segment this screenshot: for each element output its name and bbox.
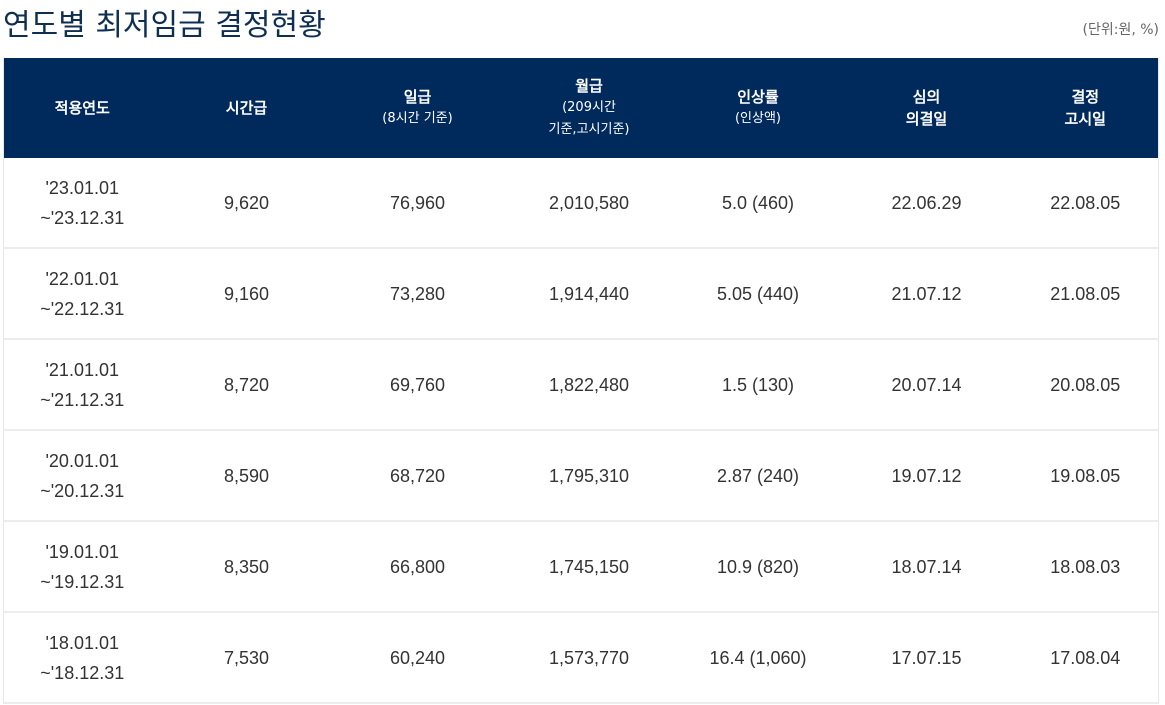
cell-resolution-date: 18.07.14 bbox=[840, 521, 1013, 613]
table-row: '19.01.01 ~'19.12.31 8,350 66,800 1,745,… bbox=[3, 521, 1159, 613]
cell-hourly: 8,590 bbox=[160, 430, 333, 522]
table-row: '20.01.01 ~'20.12.31 8,590 68,720 1,795,… bbox=[3, 430, 1159, 522]
column-header-resolution-date: 심의 의결일 bbox=[840, 58, 1013, 158]
cell-daily: 73,280 bbox=[332, 248, 503, 340]
table-header: 적용연도 시간급 일급 (8시간 기준) 월급 (209시간 기준,고시기준) … bbox=[3, 58, 1159, 158]
column-header-hourly: 시간급 bbox=[160, 58, 333, 158]
cell-hourly: 9,620 bbox=[160, 158, 333, 249]
column-header-increase: 인상률 (인상액) bbox=[675, 58, 841, 158]
cell-hourly: 7,530 bbox=[160, 612, 333, 704]
cell-monthly: 1,822,480 bbox=[502, 339, 676, 431]
header-row: 적용연도 시간급 일급 (8시간 기준) 월급 (209시간 기준,고시기준) … bbox=[3, 58, 1159, 158]
cell-notice-date: 17.08.04 bbox=[1012, 612, 1159, 704]
cell-period: '23.01.01 ~'23.12.31 bbox=[3, 158, 161, 249]
cell-daily: 69,760 bbox=[332, 339, 503, 431]
cell-resolution-date: 17.07.15 bbox=[840, 612, 1013, 704]
cell-increase: 5.0 (460) bbox=[675, 158, 841, 249]
cell-notice-date: 18.08.03 bbox=[1012, 521, 1159, 613]
cell-notice-date: 22.08.05 bbox=[1012, 158, 1159, 249]
cell-hourly: 8,350 bbox=[160, 521, 333, 613]
cell-increase: 10.9 (820) bbox=[675, 521, 841, 613]
cell-daily: 66,800 bbox=[332, 521, 503, 613]
minimum-wage-table: 적용연도 시간급 일급 (8시간 기준) 월급 (209시간 기준,고시기준) … bbox=[3, 58, 1159, 704]
cell-hourly: 9,160 bbox=[160, 248, 333, 340]
table-row: '21.01.01 ~'21.12.31 8,720 69,760 1,822,… bbox=[3, 339, 1159, 431]
column-header-daily: 일급 (8시간 기준) bbox=[332, 58, 503, 158]
cell-notice-date: 20.08.05 bbox=[1012, 339, 1159, 431]
cell-period: '19.01.01 ~'19.12.31 bbox=[3, 521, 161, 613]
cell-period: '20.01.01 ~'20.12.31 bbox=[3, 430, 161, 522]
table-row: '23.01.01 ~'23.12.31 9,620 76,960 2,010,… bbox=[3, 158, 1159, 249]
title-bar: 연도별 최저임금 결정현황 (단위:원, %) bbox=[0, 0, 1165, 58]
column-header-notice-date: 결정 고시일 bbox=[1012, 58, 1159, 158]
page-title: 연도별 최저임금 결정현황 bbox=[3, 8, 326, 43]
cell-resolution-date: 19.07.12 bbox=[840, 430, 1013, 522]
cell-daily: 60,240 bbox=[332, 612, 503, 704]
cell-increase: 1.5 (130) bbox=[675, 339, 841, 431]
cell-period: '18.01.01 ~'18.12.31 bbox=[3, 612, 161, 704]
cell-monthly: 1,914,440 bbox=[502, 248, 676, 340]
cell-increase: 2.87 (240) bbox=[675, 430, 841, 522]
table-body: '23.01.01 ~'23.12.31 9,620 76,960 2,010,… bbox=[3, 158, 1159, 704]
cell-increase: 5.05 (440) bbox=[675, 248, 841, 340]
cell-resolution-date: 20.07.14 bbox=[840, 339, 1013, 431]
cell-notice-date: 19.08.05 bbox=[1012, 430, 1159, 522]
cell-daily: 68,720 bbox=[332, 430, 503, 522]
cell-increase: 16.4 (1,060) bbox=[675, 612, 841, 704]
cell-hourly: 8,720 bbox=[160, 339, 333, 431]
cell-period: '21.01.01 ~'21.12.31 bbox=[3, 339, 161, 431]
cell-monthly: 1,745,150 bbox=[502, 521, 676, 613]
cell-resolution-date: 22.06.29 bbox=[840, 158, 1013, 249]
table-row: '18.01.01 ~'18.12.31 7,530 60,240 1,573,… bbox=[3, 612, 1159, 704]
cell-monthly: 1,573,770 bbox=[502, 612, 676, 704]
cell-period: '22.01.01 ~'22.12.31 bbox=[3, 248, 161, 340]
unit-note: (단위:원, %) bbox=[1082, 22, 1159, 38]
column-header-period: 적용연도 bbox=[3, 58, 161, 158]
table-row: '22.01.01 ~'22.12.31 9,160 73,280 1,914,… bbox=[3, 248, 1159, 340]
cell-notice-date: 21.08.05 bbox=[1012, 248, 1159, 340]
cell-monthly: 1,795,310 bbox=[502, 430, 676, 522]
column-header-monthly: 월급 (209시간 기준,고시기준) bbox=[502, 58, 676, 158]
cell-daily: 76,960 bbox=[332, 158, 503, 249]
cell-resolution-date: 21.07.12 bbox=[840, 248, 1013, 340]
cell-monthly: 2,010,580 bbox=[502, 158, 676, 249]
